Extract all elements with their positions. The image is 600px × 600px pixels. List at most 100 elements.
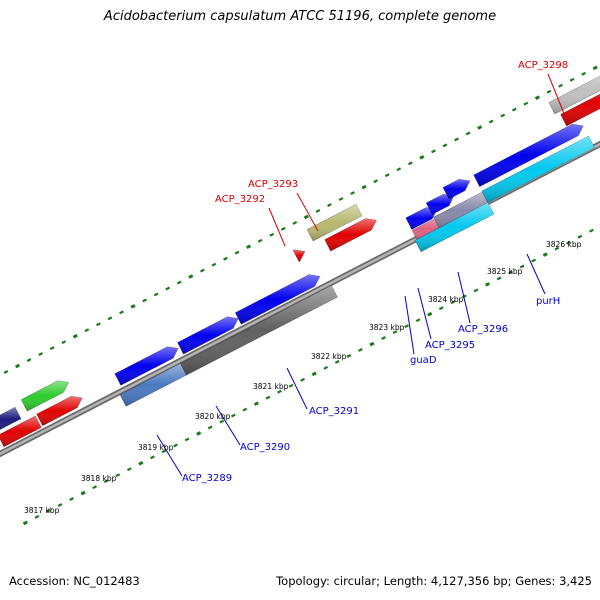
page-title: Acidobacterium capsulatum ATCC 51196, co… — [103, 9, 497, 24]
tick-mark-lower — [34, 515, 40, 519]
tick-mark-upper — [581, 71, 586, 76]
tick-mark-upper — [454, 137, 459, 142]
tick-mark-upper — [107, 316, 113, 321]
gene-label-forward: ACP_3289 — [182, 473, 232, 484]
accession-label: Accession: NC_012483 — [9, 574, 140, 588]
tick-mark-upper — [61, 340, 67, 345]
tick-mark-upper — [546, 89, 552, 94]
gene-feature-shade — [415, 202, 494, 252]
tick-mark-lower — [150, 455, 155, 460]
tick-label: 3825 kbp — [487, 267, 523, 276]
tick-mark-lower — [173, 443, 178, 448]
tick-mark-lower — [438, 306, 444, 311]
tick-mark-lower — [69, 497, 74, 502]
tick-mark-lower — [242, 407, 248, 412]
gene-feature-shade — [114, 346, 179, 386]
tick-mark-lower — [161, 449, 167, 454]
tick-mark-lower — [288, 383, 294, 388]
tick-mark-upper — [96, 322, 101, 327]
gene-feature-shade — [481, 136, 595, 203]
leader-line — [296, 192, 319, 232]
gene-feature-shade — [0, 415, 42, 447]
gene-feature-shade — [324, 218, 377, 252]
tick-label: 3820 kbp — [195, 412, 231, 421]
tick-mark-lower — [207, 425, 213, 430]
gene-features — [0, 75, 600, 448]
gene-feature-shade — [120, 363, 187, 407]
tick-mark-lower — [46, 509, 51, 513]
topology-label: Topology: circular; Length: 4,127,356 bp… — [276, 574, 592, 588]
tick-mark-upper — [303, 214, 309, 220]
tick-mark-upper — [130, 304, 136, 309]
tick-mark-lower — [415, 318, 421, 323]
gene-label-forward: ACP_3290 — [240, 442, 290, 453]
tick-mark-lower — [346, 354, 352, 358]
tick-mark-lower — [253, 401, 259, 406]
gene-feature-shade — [426, 194, 454, 215]
tick-mark-lower — [196, 431, 202, 436]
tick-mark-upper — [558, 83, 563, 88]
gene-label-forward: guaD — [410, 355, 437, 366]
gene-feature-shade — [177, 316, 239, 355]
tick-mark-lower — [92, 485, 98, 490]
tick-mark-upper — [384, 173, 390, 178]
leader-line — [457, 271, 471, 324]
tick-mark-upper — [3, 370, 9, 374]
tick-mark-lower — [230, 413, 236, 418]
gene-feature-shade — [36, 396, 83, 426]
tick-mark-upper — [72, 333, 78, 339]
tick-mark-lower — [311, 371, 317, 377]
label-leaders — [156, 73, 566, 477]
tick-mark-upper — [49, 346, 55, 351]
tick-mark-upper — [534, 95, 540, 100]
gene-label-forward: ACP_3295 — [425, 340, 475, 351]
tick-marks — [3, 65, 598, 526]
tick-mark-upper — [200, 268, 205, 273]
tick-mark-lower — [57, 503, 63, 507]
tick-mark-upper — [361, 184, 367, 190]
leader-line — [215, 405, 241, 446]
leader-line — [286, 367, 308, 410]
tick-mark-upper — [26, 358, 32, 362]
tick-mark-lower — [358, 348, 363, 352]
tick-mark-upper — [407, 161, 413, 166]
tick-mark-lower — [115, 473, 121, 478]
leader-line — [526, 253, 546, 295]
tick-mark-upper — [223, 256, 228, 261]
gene-feature-shade — [433, 191, 489, 229]
tick-mark-upper — [419, 155, 425, 160]
tick-mark-upper — [292, 220, 298, 225]
tick-mark-upper — [511, 107, 517, 112]
tick-mark-lower — [392, 330, 398, 335]
tick-label: 3822 kbp — [311, 352, 347, 361]
tick-mark-lower — [427, 311, 433, 317]
gene-label-reverse: ACP_3292 — [215, 194, 265, 205]
tick-mark-lower — [369, 341, 375, 347]
tick-label: 3819 kbp — [138, 443, 174, 452]
tick-mark-lower — [138, 460, 144, 466]
tick-mark-lower — [484, 282, 491, 287]
gene-feature-shade — [180, 285, 338, 376]
gene-feature-shade — [473, 124, 584, 187]
tick-mark-lower — [450, 300, 456, 305]
tick-mark-upper — [500, 113, 506, 118]
tick-mark-upper — [315, 209, 321, 213]
tick-mark-lower — [577, 234, 583, 239]
tick-mark-lower — [542, 252, 548, 257]
tick-mark-lower — [80, 490, 86, 496]
tick-label: 3818 kbp — [81, 474, 117, 483]
tick-mark-upper — [523, 101, 529, 106]
tick-label: 3826 kbp — [546, 240, 582, 249]
tick-mark-upper — [234, 250, 240, 255]
tick-mark-upper — [246, 244, 252, 250]
tick-mark-upper — [327, 203, 332, 207]
tick-mark-upper — [38, 352, 43, 357]
gene-feature-shade — [21, 380, 69, 412]
tick-mark-lower — [519, 264, 525, 269]
tick-mark-lower — [126, 467, 132, 472]
tick-mark-lower — [508, 270, 513, 275]
tick-mark-upper — [373, 179, 379, 184]
gene-feature-shade — [307, 204, 362, 241]
leader-line — [417, 287, 432, 340]
